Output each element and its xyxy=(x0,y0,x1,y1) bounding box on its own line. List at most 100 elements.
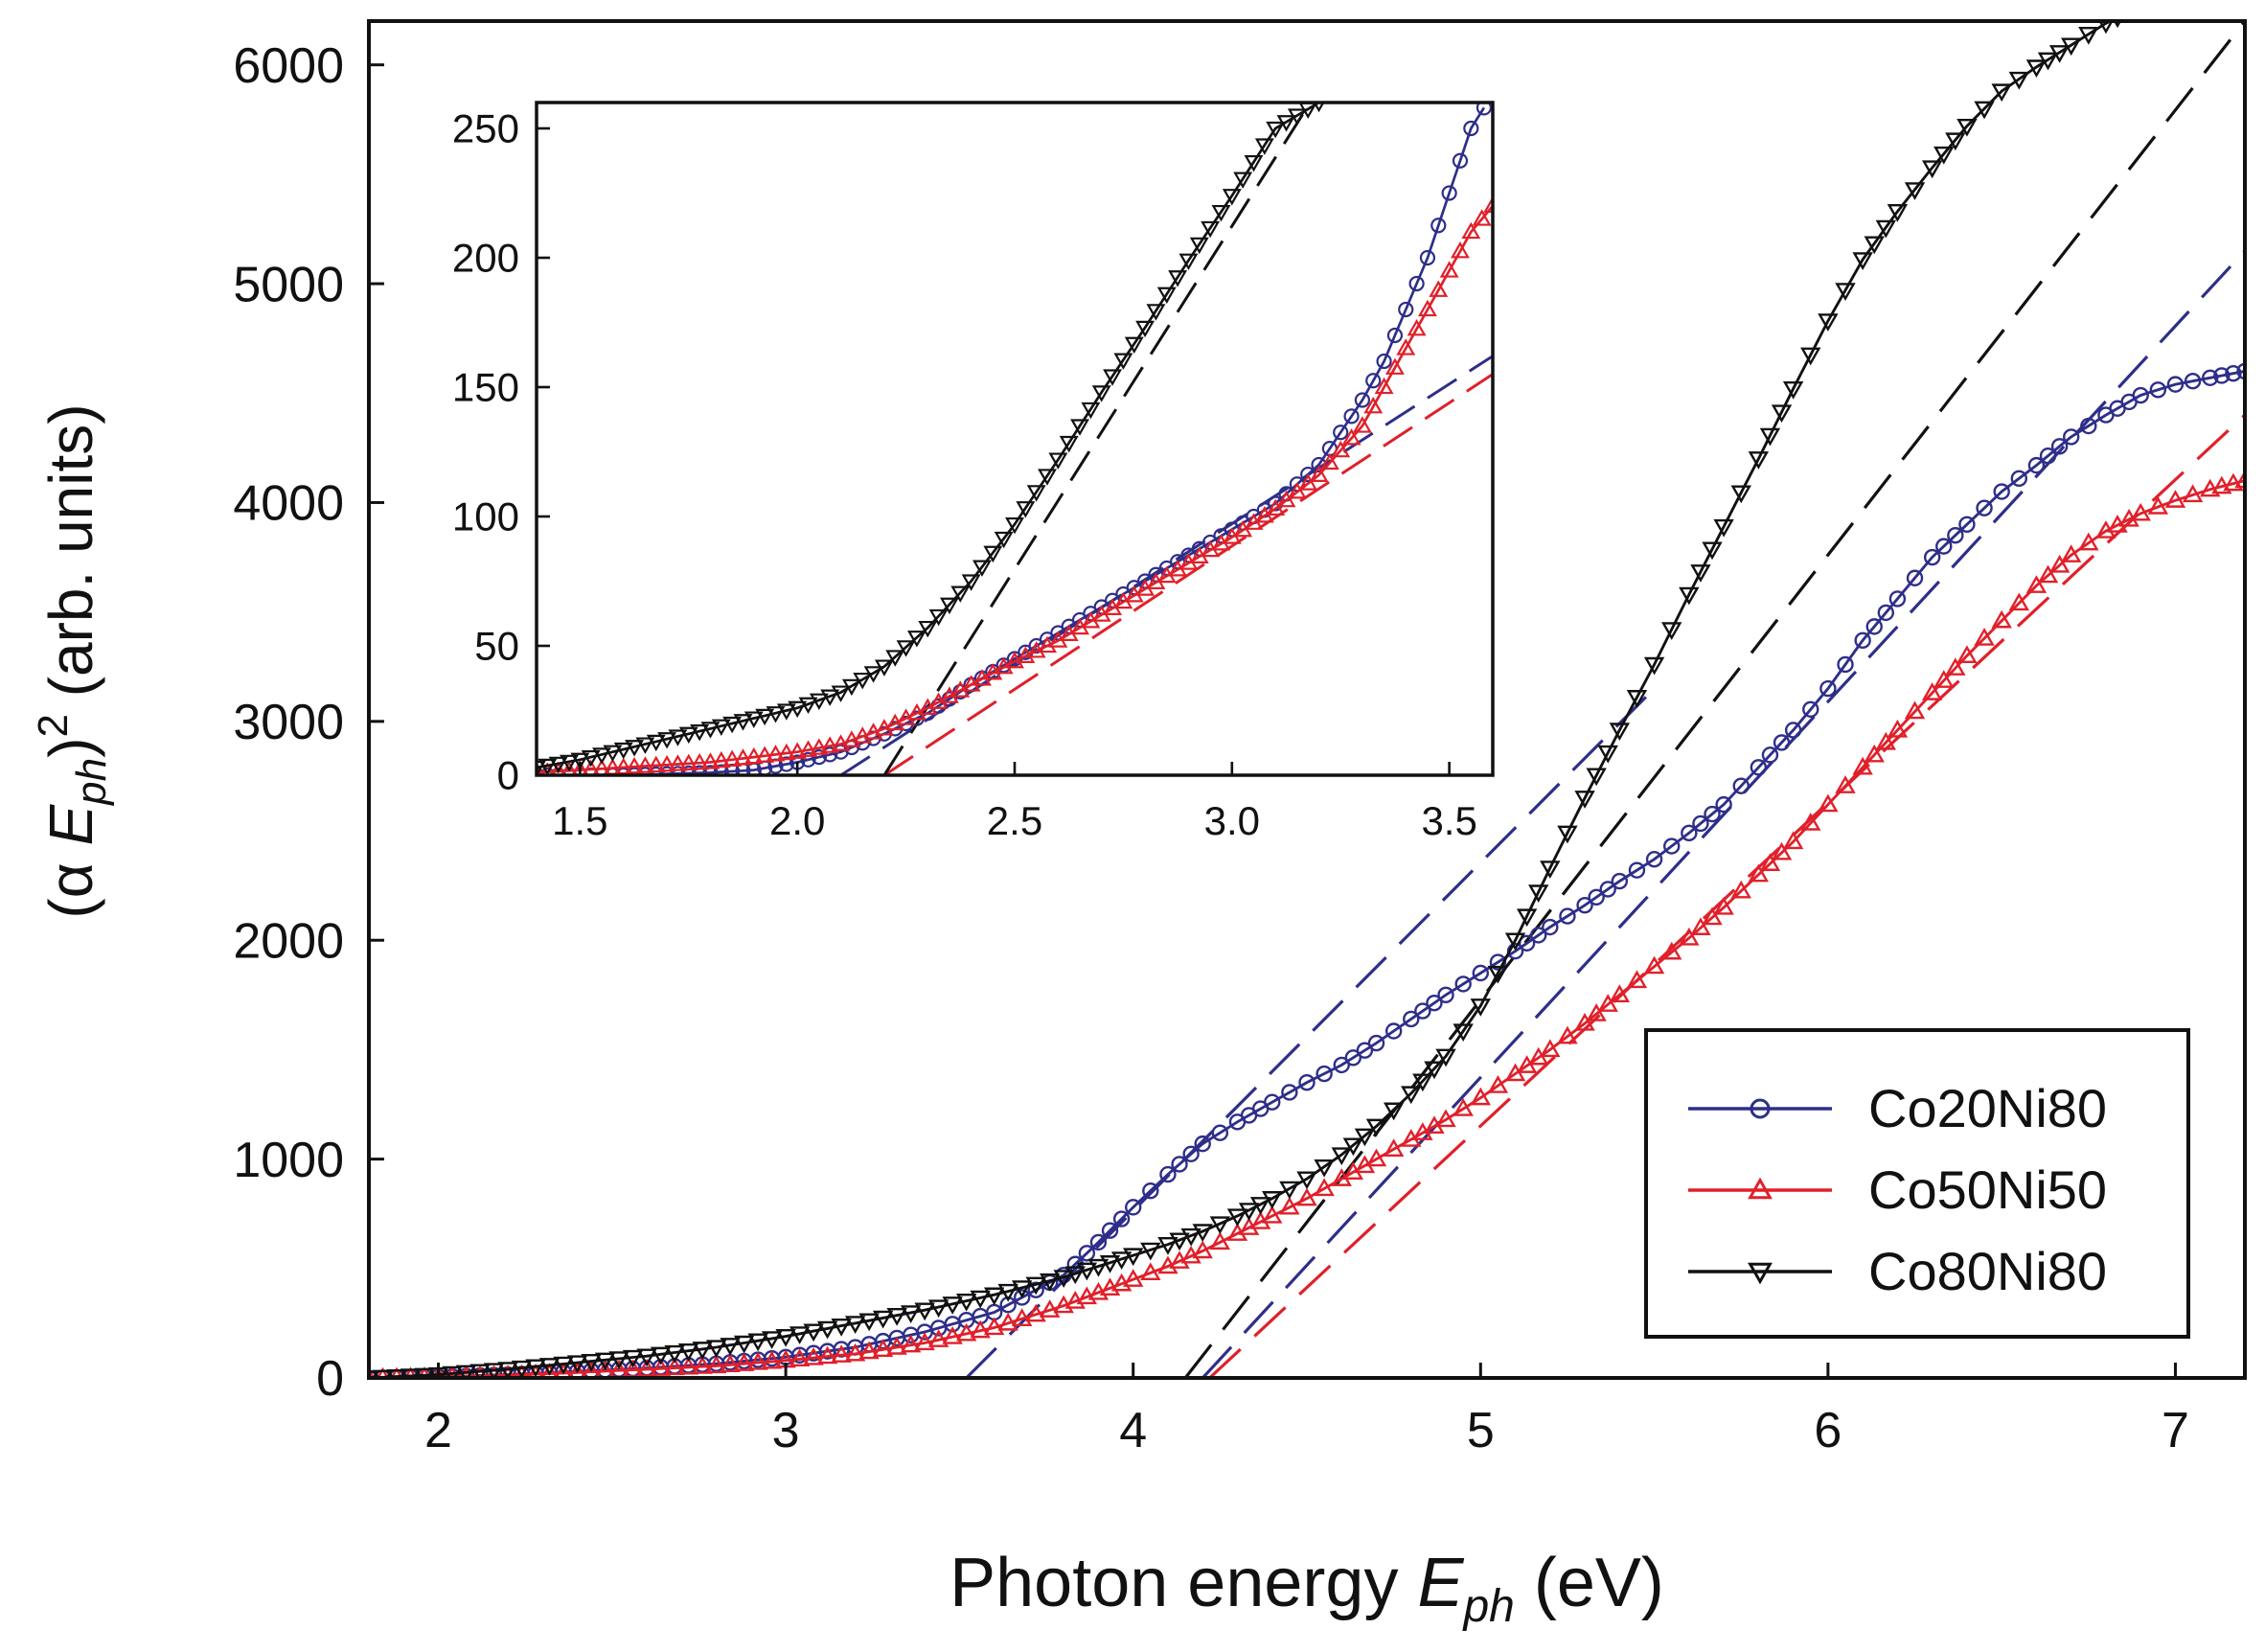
main-point-co50ni50-94 xyxy=(1679,927,1700,946)
inset-series-co50ni50 xyxy=(537,195,1493,775)
main-point-co80ni80-121 xyxy=(2061,37,2082,57)
main-point-co20ni80-116 xyxy=(1993,483,2010,500)
inset-point-co80ni80-53 xyxy=(1103,369,1123,386)
main-point-co20ni80-128 xyxy=(2166,376,2185,393)
main-point-co50ni50-111 xyxy=(1921,682,1943,700)
main-point-co80ni80-29 xyxy=(761,1331,783,1349)
main-point-co20ni80-133 xyxy=(2236,362,2245,380)
main-y-tick-label-6: 6000 xyxy=(233,38,344,94)
inset-point-co50ni50-3 xyxy=(561,761,578,775)
main-point-co50ni50-23 xyxy=(677,1356,699,1375)
main-point-co80ni80-22 xyxy=(664,1344,685,1364)
inset-point-co80ni80-58 xyxy=(1156,287,1177,305)
inset-point-co80ni80-0 xyxy=(537,760,546,775)
main-point-co20ni80-88 xyxy=(1588,888,1605,906)
main-point-co20ni80-85 xyxy=(1542,918,1559,936)
main-point-co20ni80-117 xyxy=(2010,470,2028,488)
inset-point-co50ni50-24 xyxy=(788,742,808,759)
main-point-co80ni80-68 xyxy=(1296,1171,1317,1190)
main-point-co50ni50-35 xyxy=(844,1342,866,1362)
main-point-co50ni50-95 xyxy=(1690,917,1711,935)
main-point-co50ni50-126 xyxy=(2130,502,2151,521)
main-x-tick-label-1: 3 xyxy=(772,1403,800,1458)
main-point-co80ni80-50 xyxy=(1053,1270,1074,1288)
main-point-co50ni50-47 xyxy=(1011,1308,1033,1327)
main-y-tick-label-5: 5000 xyxy=(233,257,344,312)
inset-point-co80ni80-55 xyxy=(1124,336,1144,355)
main-series-line-co20ni80 xyxy=(369,369,2245,1378)
legend-label-co20ni80: Co20Ni80 xyxy=(1868,1078,2107,1138)
inset-point-co80ni80-5 xyxy=(581,749,601,768)
main-point-co50ni50-10 xyxy=(500,1365,515,1378)
main-point-co80ni80-41 xyxy=(927,1299,949,1319)
main-point-co20ni80-118 xyxy=(2027,456,2046,474)
inset-point-co50ni50-86 xyxy=(1461,221,1481,240)
inset-point-co80ni80-42 xyxy=(983,545,1003,563)
main-point-co50ni50-29 xyxy=(761,1350,783,1369)
main-point-co80ni80-74 xyxy=(1383,1102,1405,1121)
main-point-co50ni50-90 xyxy=(1609,984,1631,1002)
inset-point-co50ni50-82 xyxy=(1418,299,1437,317)
main-point-co20ni80-100 xyxy=(1761,746,1779,764)
main-point-co80ni80-18 xyxy=(608,1351,629,1369)
inset-point-co20ni80-23 xyxy=(778,756,794,772)
main-frame xyxy=(367,19,2247,1380)
main-point-co50ni50-22 xyxy=(664,1357,685,1376)
main-point-co20ni80-104 xyxy=(1819,679,1837,698)
main-point-co50ni50-129 xyxy=(2182,484,2204,503)
y-axis-title: (α Eph)2 (arb. units) xyxy=(30,403,115,918)
main-point-co20ni80-70 xyxy=(1333,1056,1350,1074)
inset-point-co50ni50-26 xyxy=(809,738,829,755)
main-point-co20ni80-53 xyxy=(1089,1233,1108,1251)
inset-point-co50ni50-85 xyxy=(1451,241,1470,259)
main-point-co50ni50-14 xyxy=(554,1362,573,1378)
inset-point-co50ni50-18 xyxy=(722,749,743,767)
inset-point-co80ni80-4 xyxy=(570,752,590,770)
main-y-tick-label-4: 4000 xyxy=(233,476,344,532)
main-point-co50ni50-28 xyxy=(747,1351,768,1370)
inset-point-co80ni80-18 xyxy=(722,716,743,734)
main-point-co50ni50-43 xyxy=(955,1322,977,1342)
main-point-co80ni80-20 xyxy=(636,1348,657,1367)
main-point-co80ni80-105 xyxy=(1835,283,1856,301)
inset-point-co80ni80-19 xyxy=(733,714,753,731)
main-point-co80ni80-40 xyxy=(914,1302,935,1321)
main-point-co20ni80-57 xyxy=(1142,1182,1159,1200)
inset-point-co80ni80-26 xyxy=(809,693,829,710)
main-point-co50ni50-108 xyxy=(1875,731,1897,750)
main-point-co50ni50-120 xyxy=(2048,554,2071,573)
inset-point-co80ni80-15 xyxy=(690,723,710,742)
main-point-co80ni80-1 xyxy=(372,1369,394,1378)
main-point-co50ni50-56 xyxy=(1123,1269,1144,1287)
main-point-co50ni50-98 xyxy=(1730,880,1751,899)
inset-point-co50ni50-12 xyxy=(657,754,677,772)
main-point-co20ni80-69 xyxy=(1316,1065,1333,1083)
inset-point-co80ni80-10 xyxy=(635,737,655,754)
inset-point-co80ni80-22 xyxy=(766,706,786,723)
main-point-co50ni50-130 xyxy=(2200,478,2221,497)
main-point-co80ni80-17 xyxy=(594,1352,616,1371)
inset-point-co80ni80-39 xyxy=(950,585,971,603)
main-point-co50ni50-13 xyxy=(540,1363,559,1378)
inset-fit-line-co80ni80-2 xyxy=(882,103,1312,775)
main-point-co80ni80-58 xyxy=(1157,1237,1178,1255)
main-point-co80ni80-95 xyxy=(1690,564,1711,583)
main-point-co50ni50-104 xyxy=(1818,793,1839,813)
main-y-tick-label-2: 2000 xyxy=(233,913,344,969)
inset-point-co50ni50-71 xyxy=(1298,473,1318,491)
main-series-line-co50ni50 xyxy=(369,479,2245,1378)
main-point-co20ni80-89 xyxy=(1599,881,1616,898)
main-point-co80ni80-120 xyxy=(2048,45,2071,63)
inset-point-co20ni80-77 xyxy=(1365,373,1382,389)
inset-point-co80ni80-8 xyxy=(613,742,633,760)
inset-point-co50ni50-80 xyxy=(1396,338,1416,356)
inset-point-co50ni50-87 xyxy=(1472,209,1492,226)
main-point-co80ni80-83 xyxy=(1516,908,1538,928)
inset-point-co50ni50-14 xyxy=(678,753,698,770)
main-point-co50ni50-128 xyxy=(2164,490,2186,508)
main-point-co20ni80-75 xyxy=(1403,1010,1420,1028)
main-point-co20ni80-86 xyxy=(1559,907,1576,925)
main-point-co20ni80-127 xyxy=(2149,381,2167,399)
main-series-co80ni80 xyxy=(369,21,2130,1378)
